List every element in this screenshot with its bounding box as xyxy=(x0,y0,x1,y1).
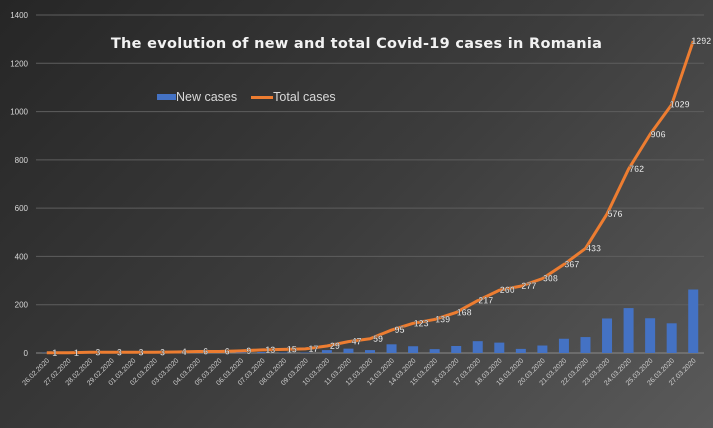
y-tick-label: 800 xyxy=(15,156,29,165)
chart-title: The evolution of new and total Covid-19 … xyxy=(110,36,603,52)
legend-swatch-bar xyxy=(157,94,176,100)
data-label-total: 576 xyxy=(608,209,623,219)
data-label-total: 47 xyxy=(351,337,361,347)
bar-new-cases xyxy=(558,338,569,353)
bar-new-cases xyxy=(257,352,268,353)
y-tick-label: 0 xyxy=(24,349,29,358)
data-label-total: 17 xyxy=(308,344,318,354)
data-label-total: 139 xyxy=(435,314,450,324)
data-label-total: 3 xyxy=(95,347,100,357)
bar-new-cases xyxy=(365,350,375,353)
data-label-total: 3 xyxy=(117,347,122,357)
legend-label: New cases xyxy=(176,90,238,104)
data-label-total: 3 xyxy=(160,347,165,357)
bar-new-cases xyxy=(343,348,354,353)
legend-label: Total cases xyxy=(273,90,336,104)
data-label-total: 217 xyxy=(478,296,493,306)
bar-new-cases xyxy=(623,308,634,353)
bar-new-cases xyxy=(408,346,419,353)
data-label-total: 168 xyxy=(457,307,472,317)
data-label-total: 13 xyxy=(265,345,275,355)
bar-new-cases xyxy=(666,323,677,353)
data-label-total: 3 xyxy=(138,347,143,357)
bar-new-cases xyxy=(515,348,526,353)
data-label-total: 1029 xyxy=(670,100,690,110)
bar-new-cases xyxy=(537,345,548,353)
data-label-total: 1 xyxy=(74,348,79,358)
data-label-total: 95 xyxy=(395,325,405,335)
y-tick-label: 200 xyxy=(15,301,29,310)
legend-swatch-line xyxy=(251,95,274,99)
data-label-total: 308 xyxy=(543,274,558,284)
legend: New cases Total cases xyxy=(157,90,336,104)
bar-new-cases xyxy=(602,318,613,353)
y-tick-label: 400 xyxy=(15,252,29,261)
data-label-total: 9 xyxy=(246,346,251,356)
data-label-total: 59 xyxy=(373,334,383,344)
bar-new-cases xyxy=(688,289,699,353)
y-tick-label: 600 xyxy=(15,204,29,213)
data-label-total: 762 xyxy=(629,164,644,174)
bar-new-cases xyxy=(451,345,462,353)
y-tick-label: 1200 xyxy=(10,59,28,68)
bar-new-cases xyxy=(429,349,440,353)
data-label-total: 29 xyxy=(330,341,340,351)
y-tick-label: 1000 xyxy=(10,108,28,117)
bar-new-cases xyxy=(580,337,591,353)
legend-item-total-cases: Total cases xyxy=(251,90,336,104)
data-label-total: 277 xyxy=(521,281,536,291)
bar-new-cases xyxy=(472,341,483,353)
data-label-total: 15 xyxy=(287,344,297,354)
bar-new-cases xyxy=(645,318,656,353)
data-label-total: 433 xyxy=(586,243,601,253)
data-label-total: 4 xyxy=(182,347,187,357)
data-label-total: 123 xyxy=(414,318,429,328)
line-total-cases xyxy=(46,40,695,355)
data-label-total: 260 xyxy=(500,285,515,295)
legend-item-new-cases: New cases xyxy=(157,90,237,104)
data-label-total: 1 xyxy=(52,348,57,358)
data-label-total: 6 xyxy=(203,347,208,357)
data-label-total: 1292 xyxy=(691,36,711,46)
y-tick-label: 1400 xyxy=(10,11,28,20)
bar-new-cases xyxy=(321,350,332,353)
data-label-total: 6 xyxy=(225,347,230,357)
bar-new-cases xyxy=(494,342,505,353)
data-label-total: 906 xyxy=(651,129,666,139)
bar-new-cases xyxy=(235,352,246,353)
data-label-total: 367 xyxy=(564,259,579,269)
bar-new-cases xyxy=(386,344,397,353)
